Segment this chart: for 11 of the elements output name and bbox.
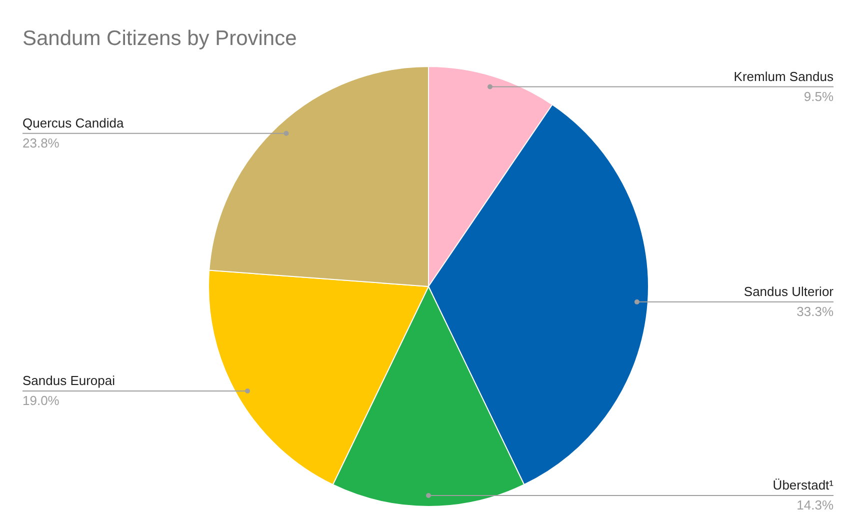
data-label: 19.0% — [22, 393, 60, 408]
slice-label: Sandus Europai — [22, 373, 116, 388]
slice-label: Sandus Ulterior — [744, 284, 834, 299]
slice-label: Quercus Candida — [22, 115, 124, 130]
data-label: 14.3% — [796, 498, 834, 512]
slice-label: Überstadt¹ — [772, 478, 834, 492]
data-label: 23.8% — [22, 135, 60, 150]
chart-title: Sandum Citizens by Province — [22, 27, 297, 50]
slice-label: Kremlum Sandus — [734, 68, 834, 84]
data-label: 33.3% — [796, 304, 834, 319]
data-label: 9.5% — [804, 88, 834, 104]
